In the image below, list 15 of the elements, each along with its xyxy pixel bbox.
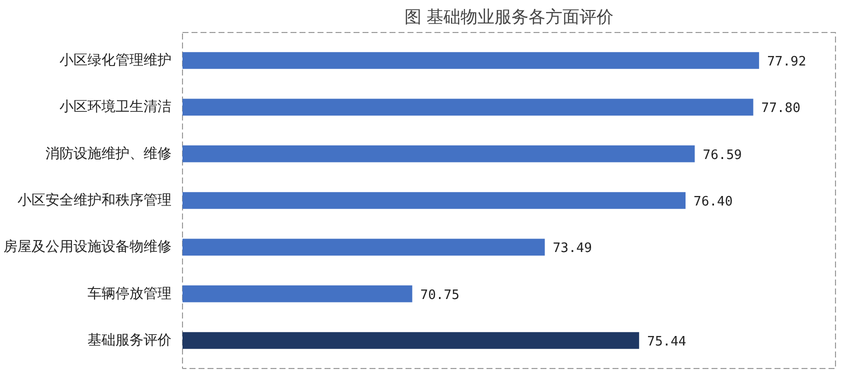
y-tick-label: 消防设施维护、维修 xyxy=(46,146,172,162)
y-tick-label: 房屋及公用设施设备物维修 xyxy=(4,239,172,256)
data-label: 73.49 xyxy=(552,241,592,256)
data-label: 76.59 xyxy=(702,148,742,163)
y-tick-label: 小区安全维护和秩序管理 xyxy=(18,192,172,208)
chart-title: 图 基础物业服务各方面评价 xyxy=(404,8,614,28)
data-label: 76.40 xyxy=(694,194,733,210)
data-label: 77.92 xyxy=(767,54,806,70)
data-label: 77.80 xyxy=(761,101,800,116)
data-label: 75.44 xyxy=(647,334,686,350)
y-tick-label: 基础服务评价 xyxy=(88,332,172,348)
y-tick-label: 车辆停放管理 xyxy=(88,286,172,302)
data-label: 70.75 xyxy=(420,288,460,303)
y-tick-label: 小区环境卫生清洁 xyxy=(60,99,172,116)
y-tick-label: 小区绿化管理维护 xyxy=(60,52,172,68)
